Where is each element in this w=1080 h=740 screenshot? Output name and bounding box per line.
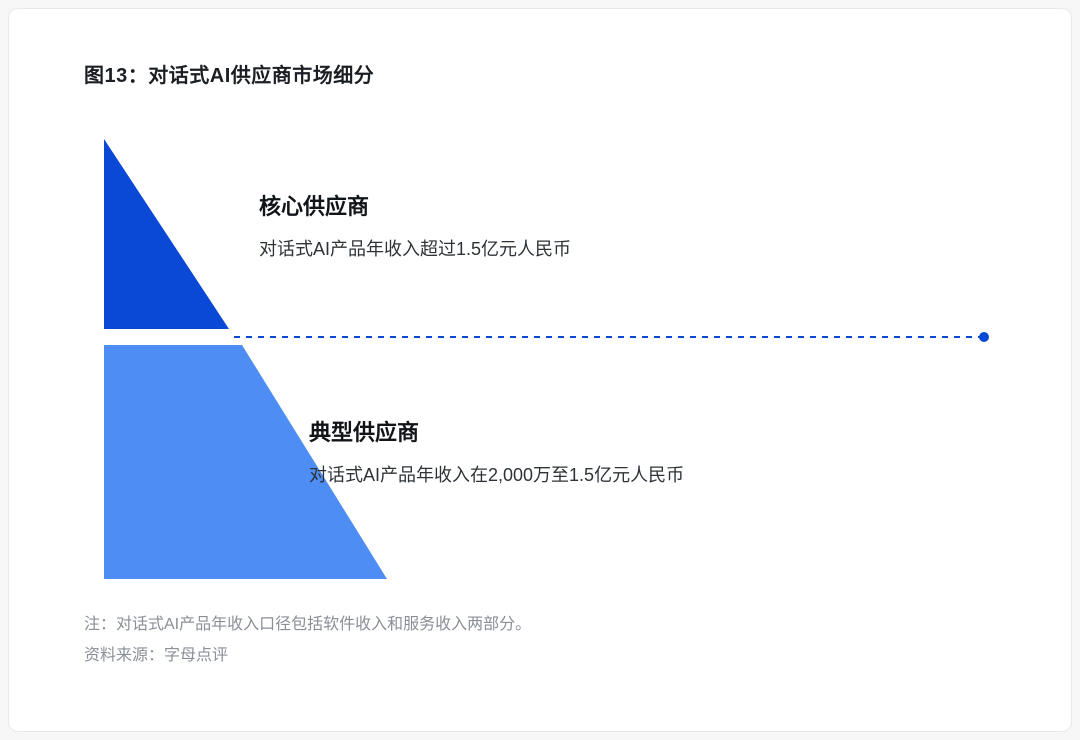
tier-core-desc: 对话式AI产品年收入超过1.5亿元人民币	[259, 235, 571, 261]
tier-divider-endpoint-dot	[979, 332, 989, 342]
tier-typical-block: 典型供应商 对话式AI产品年收入在2,000万至1.5亿元人民币	[309, 415, 684, 487]
figure-title: 图13：对话式AI供应商市场细分	[84, 59, 374, 88]
tier-typical-desc: 对话式AI产品年收入在2,000万至1.5亿元人民币	[309, 461, 684, 487]
tier-typical-heading: 典型供应商	[309, 415, 684, 447]
figure-card: 图13：对话式AI供应商市场细分 核心供应商 对话式AI产品年收入超过1.5亿元…	[8, 8, 1072, 732]
figure-footnotes: 注：对话式AI产品年收入口径包括软件收入和服务收入两部分。 资料来源：字母点评	[84, 610, 531, 671]
diagram-stage: 核心供应商 对话式AI产品年收入超过1.5亿元人民币 典型供应商 对话式AI产品…	[84, 129, 1004, 589]
figure-footnote: 注：对话式AI产品年收入口径包括软件收入和服务收入两部分。	[84, 610, 531, 640]
tier-core-block: 核心供应商 对话式AI产品年收入超过1.5亿元人民币	[259, 189, 571, 261]
tier-top-triangle	[104, 139, 229, 329]
tier-core-heading: 核心供应商	[259, 189, 571, 221]
figure-source: 资料来源：字母点评	[84, 641, 531, 671]
